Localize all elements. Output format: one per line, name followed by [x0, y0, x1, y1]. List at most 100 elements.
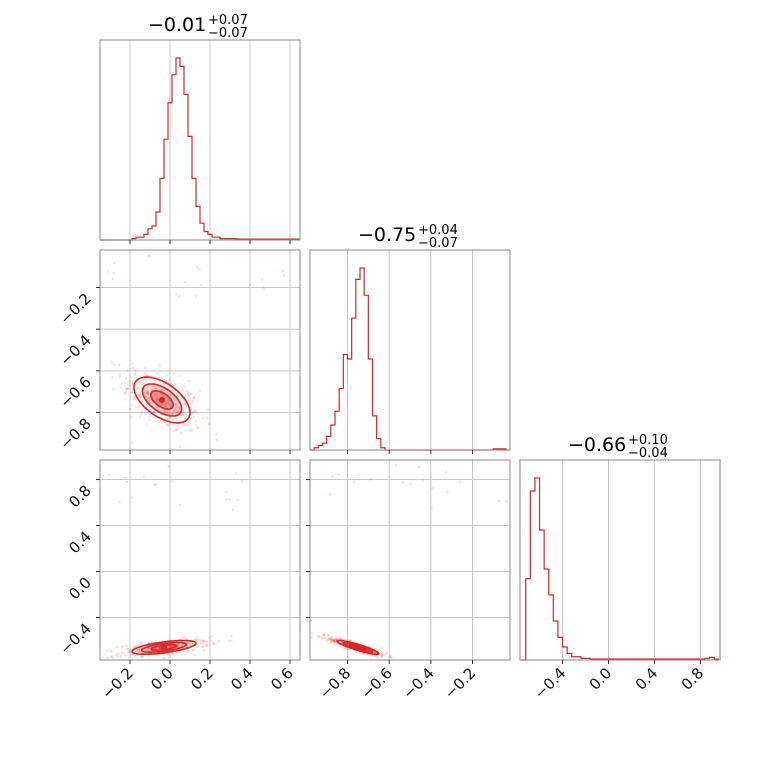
sample-point [173, 403, 177, 406]
sample-point [328, 637, 332, 641]
sample-point [336, 643, 339, 646]
sample-point [177, 408, 180, 412]
sample-point [151, 640, 154, 644]
sample-point [197, 644, 200, 648]
sample-point [195, 643, 199, 647]
sample-point [206, 643, 210, 647]
sample-point [172, 372, 176, 376]
sample-point [227, 498, 231, 501]
sample-point [119, 654, 122, 658]
sample-point [120, 382, 123, 385]
sample-point [160, 403, 164, 407]
sample-point [167, 398, 171, 402]
sample-point [330, 638, 333, 641]
x-tick-label: −0.8 [316, 664, 354, 702]
sample-point [151, 409, 155, 413]
sample-point [178, 415, 181, 419]
sample-point [177, 644, 180, 647]
sample-point [153, 483, 156, 486]
sample-point [192, 396, 196, 399]
sample-point [191, 642, 195, 645]
sample-point [165, 400, 168, 403]
sample-point [125, 644, 129, 648]
sample-point [344, 646, 348, 650]
sample-point [137, 393, 141, 397]
sample-point [147, 398, 151, 401]
sample-point [338, 637, 342, 641]
sample-point [177, 644, 180, 647]
sample-point [178, 374, 181, 377]
sample-point [150, 374, 153, 378]
x-tick-label: −0.2 [441, 664, 479, 702]
sample-point [108, 648, 112, 652]
sample-point [376, 654, 379, 657]
sample-point [129, 376, 132, 380]
sample-point [224, 490, 228, 493]
histogram-step-line [521, 477, 719, 661]
sample-point [332, 639, 335, 643]
sample-point [186, 389, 190, 393]
sample-point [201, 416, 205, 420]
sample-point [189, 643, 192, 647]
sample-point [196, 411, 199, 415]
sample-point [174, 428, 178, 432]
sample-point [118, 375, 122, 379]
x-tick-label: 0.4 [632, 664, 662, 694]
sample-point [175, 293, 178, 296]
sample-point [321, 635, 324, 639]
sample-point [229, 639, 233, 643]
sample-point [194, 409, 197, 412]
sample-point [380, 655, 383, 659]
sample-point [209, 639, 213, 643]
sample-point [330, 638, 334, 642]
sample-point [118, 363, 121, 367]
sample-point [197, 426, 200, 430]
sample-point [125, 387, 128, 390]
y-tick-label: −0.2 [56, 290, 94, 328]
sample-point [176, 424, 179, 428]
x-tick-label: −0.6 [358, 664, 396, 702]
sample-point [155, 398, 158, 401]
sample-point [497, 499, 501, 503]
sample-point [184, 429, 188, 433]
sample-point [162, 410, 166, 414]
sample-point [124, 654, 127, 657]
sample-point [323, 633, 326, 636]
scatter-panel-param-1-vs-param-3: −0.2 0.0 0.2 0.4 0.6 −0.4 0.0 0.4 0.8 [56, 459, 301, 703]
sample-point [145, 423, 149, 426]
sample-point [142, 475, 146, 478]
sample-point [317, 634, 321, 638]
sample-point [183, 636, 187, 639]
sample-point [164, 409, 167, 412]
sample-point [179, 637, 182, 641]
sample-point [139, 395, 143, 399]
sample-point [152, 396, 155, 399]
sample-point [203, 648, 206, 652]
sample-point [240, 479, 244, 483]
sample-point [195, 266, 199, 269]
sample-point [147, 418, 151, 422]
sample-point [164, 401, 168, 405]
sample-point [334, 640, 337, 643]
sample-point [146, 647, 150, 651]
sample-point [141, 655, 145, 658]
sample-point [134, 369, 138, 372]
sample-point [360, 652, 364, 655]
sample-point [82, 357, 85, 360]
sample-point [145, 373, 148, 377]
sample-point [369, 478, 372, 481]
sample-point [175, 428, 179, 432]
sample-point [161, 382, 165, 386]
sample-point [176, 642, 180, 646]
sample-point [114, 653, 118, 657]
sample-point [126, 647, 130, 651]
sample-point [134, 372, 138, 375]
sample-point [105, 649, 109, 653]
sample-point [107, 473, 111, 476]
sample-point [174, 416, 178, 419]
sample-point [123, 476, 127, 480]
sample-point [230, 634, 233, 638]
sample-point [137, 650, 141, 654]
sample-point [330, 636, 334, 640]
sample-point [168, 378, 172, 381]
